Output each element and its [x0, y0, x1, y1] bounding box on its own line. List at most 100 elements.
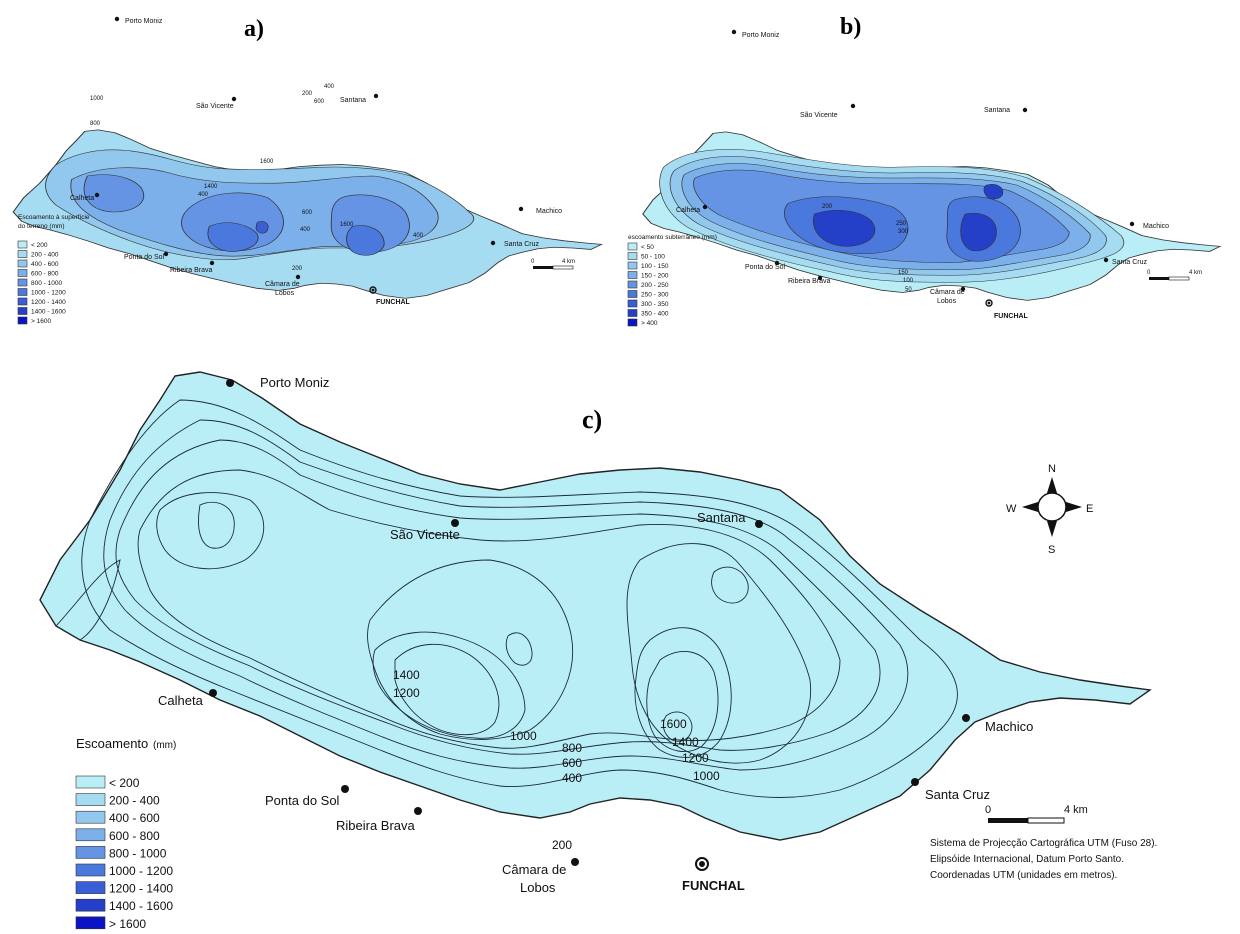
iso-a-600: 600 [314, 99, 325, 105]
legend-b-item-label: > 400 [641, 320, 658, 327]
legend-a-items: < 200 200 - 400 400 - 600 600 - 800 800 - 10… [17, 240, 66, 325]
legend-b-item-label: 200 - 250 [641, 282, 669, 289]
compass-w: W [1006, 503, 1017, 515]
panel-c-markers [209, 379, 970, 871]
legend-c-item-label: 600 - 800 [109, 829, 160, 843]
panel-a-map [12, 129, 603, 299]
iso-c-1000: 1000 [510, 729, 537, 743]
legend-a-item-swatch [17, 250, 28, 258]
scale-b-distance: 4 km [1189, 270, 1202, 276]
place-sao-vicente-c: São Vicente [390, 527, 460, 542]
iso-a-200-b: 200 [292, 266, 303, 272]
panel-c: c) [39, 371, 1157, 931]
legend-b-item-label: 350 - 400 [641, 311, 669, 318]
iso-b-250: 250 [896, 221, 907, 227]
place-camara-de-2-c: Lobos [520, 880, 556, 895]
legend-c-item-swatch [75, 916, 106, 930]
place-sao-vicente-b: São Vicente [800, 112, 838, 119]
place-calheta-b: Calheta [676, 207, 700, 214]
compass-s: S [1048, 544, 1055, 556]
legend-c-item-swatch [75, 846, 106, 859]
panel-c-map [39, 371, 1151, 841]
legend-a-item-label: 200 - 400 [31, 252, 59, 259]
place-funchal-b: FUNCHAL [994, 313, 1029, 320]
place-ponta-do-sol-c: Ponta do Sol [265, 793, 340, 808]
place-porto-moniz-c: Porto Moniz [260, 375, 329, 390]
iso-c-1200: 1200 [393, 686, 420, 700]
iso-a-200: 200 [302, 91, 313, 97]
place-santana-b: Santana [984, 107, 1010, 114]
scale-c: 0 4 km [985, 804, 1088, 824]
place-ribeira-brava: Ribeira Brava [170, 267, 213, 274]
place-santana: Santana [340, 97, 366, 104]
place-camara-de-1-c: Câmara de [502, 862, 566, 877]
legend-c-item-label: 1400 - 1600 [109, 899, 173, 913]
panel-b: b) escoamento subterrâneo (mm) < 50 50 - … [627, 14, 1221, 327]
panel-a-isolines: 200 400 600 1000 1600 800 1400 400 600 4… [90, 84, 424, 272]
place-funchal: FUNCHAL [376, 299, 411, 306]
projection-note: Sistema de Projecção Cartográfica UTM (F… [930, 838, 1157, 881]
place-ribeira-brava-b: Ribeira Brava [788, 278, 831, 285]
legend-c-item-label: < 200 [109, 776, 140, 790]
iso-c-1400-b: 1400 [672, 735, 699, 749]
scale-c-distance: 4 km [1064, 804, 1088, 816]
iso-b-200: 200 [822, 204, 833, 210]
place-camara-de-1: Câmara de [265, 281, 300, 288]
legend-b-item-label: 150 - 200 [641, 273, 669, 280]
iso-a-400-c: 400 [413, 233, 424, 239]
iso-b-50: 50 [905, 287, 912, 293]
legend-b-title: escoamento subterrâneo (mm) [628, 234, 717, 241]
legend-a-item-label: > 1600 [31, 318, 51, 325]
panel-a: a) Escoamento à superfície do terreno (m… [12, 16, 603, 325]
place-sao-vicente: São Vicente [196, 103, 234, 110]
place-machico-b: Machico [1143, 223, 1169, 230]
legend-c-item-swatch [75, 863, 106, 877]
iso-c-1400: 1400 [393, 668, 420, 682]
legend-b-item-swatch [627, 242, 638, 251]
place-calheta-c: Calheta [158, 693, 204, 708]
legend-c-unit: (mm) [153, 740, 176, 751]
legend-c-item-label: 1000 - 1200 [109, 864, 173, 878]
legend-a-item-label: 400 - 600 [31, 261, 59, 268]
iso-a-400-b: 400 [300, 227, 311, 233]
legend-a-item-label: < 200 [31, 242, 48, 249]
island-coast [39, 371, 1151, 841]
legend-c-item-swatch [75, 898, 106, 912]
place-camara-de-2: Lobos [275, 290, 295, 297]
compass-rose: N S E W [1006, 463, 1093, 556]
legend-b-item-label: 100 - 150 [641, 263, 669, 270]
legend-c: Escoamento (mm) < 200 200 - 400 400 - 600 6… [75, 736, 176, 931]
panel-c-isolines: 1400 1200 1000 800 600 400 1600 1400 120… [393, 668, 720, 852]
legend-c-item-label: 200 - 400 [109, 794, 160, 808]
panel-b-markers [702, 29, 1135, 307]
place-machico: Machico [536, 208, 562, 215]
iso-a-600-b: 600 [302, 210, 313, 216]
scale-a: 0 4 km [531, 259, 575, 270]
place-camara-de-1-b: Câmara de [930, 289, 965, 296]
panel-a-markers [94, 16, 524, 294]
legend-c-item-label: 800 - 1000 [109, 846, 167, 860]
scale-a-zero: 0 [531, 259, 535, 265]
scale-c-zero: 0 [985, 804, 991, 816]
legend-a-title-1: Escoamento à superfície [18, 214, 90, 221]
legend-a-item-label: 1400 - 1600 [31, 309, 66, 316]
place-camara-de-2-b: Lobos [937, 298, 957, 305]
legend-c-title: Escoamento [76, 736, 148, 751]
legend-b-item-swatch [627, 261, 638, 270]
legend-b: escoamento subterrâneo (mm) < 50 50 - 100… [627, 234, 717, 327]
legend-a-item-label: 1200 - 1400 [31, 299, 66, 306]
place-santa-cruz-c: Santa Cruz [925, 787, 990, 802]
panel-a-places: Porto Moniz São Vicente Santana Calheta … [70, 18, 562, 306]
legend-b-item-swatch [627, 290, 638, 298]
place-ponta-do-sol-b: Ponta do Sol [745, 264, 786, 271]
legend-b-item-swatch [627, 271, 638, 279]
legend-b-item-label: < 50 [641, 244, 654, 251]
legend-a-item-swatch [17, 297, 28, 306]
projection-line-1: Sistema de Projecção Cartográfica UTM (F… [930, 838, 1157, 849]
legend-c-item-swatch [75, 793, 106, 806]
legend-b-item-swatch [627, 318, 638, 327]
place-porto-moniz-b: Porto Moniz [742, 32, 780, 39]
scale-b: 0 4 km [1147, 270, 1202, 281]
place-calheta: Calheta [70, 195, 94, 202]
panel-b-label: b) [840, 14, 861, 40]
